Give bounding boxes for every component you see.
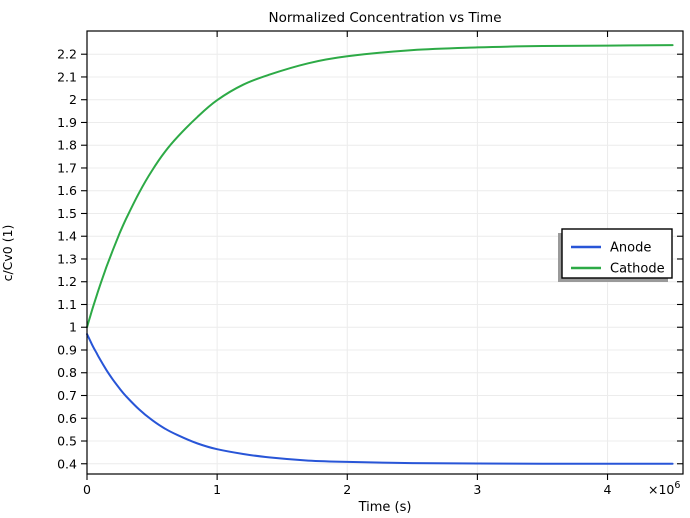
y-tick-label: 1.3 xyxy=(57,251,77,266)
legend: Anode Cathode xyxy=(558,228,673,282)
y-tick-label: 0.9 xyxy=(57,342,77,357)
axis-ticks xyxy=(81,31,683,480)
x-axis-scale-label: ×106 xyxy=(648,480,680,497)
series-lines xyxy=(86,44,674,465)
y-tick-label: 1.9 xyxy=(57,115,77,130)
legend-label-cathode: Cathode xyxy=(610,262,665,277)
x-tick-label: 2 xyxy=(343,482,351,497)
y-tick-label: 1.5 xyxy=(57,206,77,221)
y-tick-label: 2.1 xyxy=(57,69,77,84)
x-axis-label: Time (s) xyxy=(358,500,412,515)
y-tick-label: 1 xyxy=(69,320,77,335)
y-tick-label: 0.8 xyxy=(57,365,77,380)
chart-title: Normalized Concentration vs Time xyxy=(269,10,502,26)
x-tick-label: 4 xyxy=(604,482,612,497)
y-tick-label: 0.7 xyxy=(57,388,77,403)
y-tick-label: 0.6 xyxy=(57,411,77,426)
y-tick-label: 0.4 xyxy=(57,456,77,471)
y-tick-label: 1.4 xyxy=(57,229,77,244)
y-tick-label: 0.5 xyxy=(57,434,77,449)
plot-frame xyxy=(86,30,684,475)
legend-label-anode: Anode xyxy=(610,241,651,256)
x-tick-label: 1 xyxy=(213,482,221,497)
plot-border xyxy=(86,30,684,475)
y-tick-label: 1.2 xyxy=(57,274,77,289)
y-tick-label: 2.2 xyxy=(57,47,77,62)
x-tick-label: 3 xyxy=(473,482,481,497)
y-tick-label: 1.1 xyxy=(57,297,77,312)
legend-box xyxy=(561,228,673,279)
series-line-anode xyxy=(86,333,674,465)
gridlines xyxy=(87,31,683,474)
y-tick-label: 1.7 xyxy=(57,160,77,175)
y-axis-label: c/Cv0 (1) xyxy=(0,225,15,282)
tick-labels: 0.4 0.5 0.6 0.7 0.8 0.9 1 1.1 1.2 1.3 1.4 1.5 1.6 1.7… xyxy=(57,47,680,497)
series-line-cathode xyxy=(86,44,674,329)
y-tick-label: 1.8 xyxy=(57,138,77,153)
y-tick-label: 1.6 xyxy=(57,183,77,198)
x-tick-label: 0 xyxy=(83,482,91,497)
y-tick-label: 2 xyxy=(69,92,77,107)
